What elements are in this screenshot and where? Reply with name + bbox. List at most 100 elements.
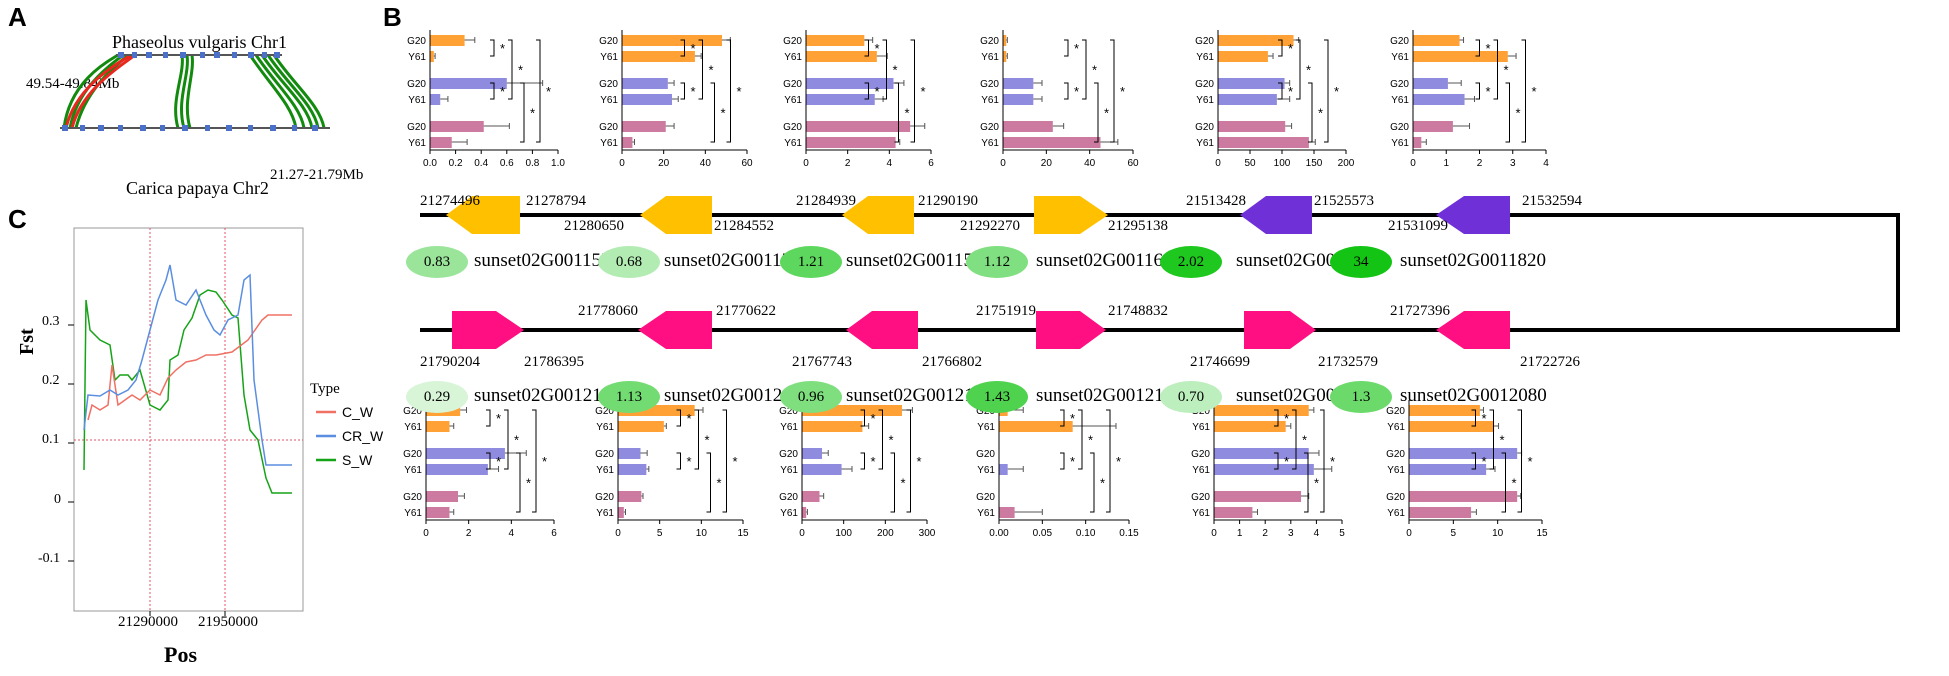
gene-score-badge: 1.43: [966, 381, 1028, 413]
top-chart-5-significance-bracket: [1278, 82, 1283, 100]
bottom-chart-5-significance-star: *: [1314, 476, 1319, 491]
top-chart-1-group-label: Y61: [408, 52, 426, 63]
bottom-chart-1-tick-label: 4: [509, 528, 515, 539]
bottom-chart-6-significance-bracket: [1501, 452, 1506, 513]
top-chart-5-significance-star: *: [1288, 84, 1293, 99]
top-chart-4-significance-bracket: [1082, 39, 1087, 100]
bottom-chart-5-significance-star: *: [1330, 454, 1335, 469]
top-chart-4-bar: [1003, 94, 1034, 105]
synteny-link: [185, 54, 194, 129]
gene-start: 21274496: [420, 193, 480, 209]
top-chart-6-group-label: G20: [1390, 36, 1409, 47]
top-chart-4-bar: [1003, 78, 1034, 89]
bottom-chart-1-tick-label: 6: [551, 528, 557, 539]
top-chart-5-group-label: G20: [1195, 79, 1214, 90]
top-chart-2-significance-star: *: [721, 106, 726, 121]
top-chart-6-significance-bracket: [1521, 39, 1526, 143]
top-chart-3-group-label: G20: [783, 79, 802, 90]
gene-start: 21727396: [1390, 303, 1450, 319]
top-chart-5-group-label: Y61: [1196, 95, 1214, 106]
top-chart-5-bar: [1218, 78, 1285, 89]
bottom-chart-4-tick-label: 0.10: [1076, 528, 1096, 539]
bottom-chart-6-tick-label: 0: [1406, 528, 1412, 539]
top-chart-5-tick-label: 50: [1244, 158, 1256, 169]
top-chart-4-significance-bracket: [1064, 82, 1069, 100]
gene-score-badge: 1.13: [598, 381, 660, 413]
bottom-chart-2-group-label: Y61: [596, 508, 614, 519]
top-chart-1-significance-star: *: [500, 41, 505, 56]
gene-start: 21531099: [1388, 218, 1448, 234]
top-chart-5-group-label: Y61: [1196, 52, 1214, 63]
top-chart-6-bar: [1413, 78, 1448, 89]
top-chart-4-tick-label: 40: [1084, 158, 1096, 169]
bottom-chart-5-bar: [1214, 491, 1302, 502]
bottom-chart-1-significance-star: *: [496, 411, 501, 426]
bottom-chart-5-bar: [1214, 405, 1309, 416]
bottom-chart-4-significance-bracket: [1060, 452, 1065, 470]
top-chart-1-group-label: Y61: [408, 138, 426, 149]
bottom-chart-4-tick-label: 0.05: [1033, 528, 1053, 539]
fst-ytick: 0: [54, 492, 61, 507]
bottom-chart-5-significance-bracket: [1292, 409, 1297, 470]
bottom-chart-3-group-label: Y61: [780, 508, 798, 519]
gene-score-badge: 1.3: [1330, 381, 1392, 413]
top-chart-3-significance-star: *: [875, 84, 880, 99]
bottom-chart-5-significance-star: *: [1302, 433, 1307, 448]
bottom-chart-1-bar: [426, 491, 458, 502]
top-chart-3-bar: [806, 51, 877, 62]
gene-end: 21732579: [1318, 354, 1378, 370]
gene-end: 21722726: [1520, 354, 1580, 370]
gene-arrow: [1240, 196, 1312, 234]
bottom-chart-1-group-label: Y61: [404, 465, 422, 476]
bottom-chart-2-group-label: G20: [595, 449, 614, 460]
bottom-chart-2-significance-bracket: [706, 452, 711, 513]
top-chart-6-significance-bracket: [1493, 39, 1498, 100]
bottom-chart-5-bar: [1214, 507, 1253, 518]
top-chart-3-group-label: Y61: [784, 138, 802, 149]
bottom-chart-3-significance-bracket: [906, 409, 911, 513]
top-chart-2-significance-bracket: [680, 82, 685, 100]
gene-score-badge: 2.02: [1160, 246, 1222, 278]
top-chart-3-bar: [806, 94, 875, 105]
top-chart-1-significance-star: *: [530, 106, 535, 121]
bottom-chart-2-tick-label: 5: [657, 528, 663, 539]
bottom-chart-3-group-label: G20: [779, 492, 798, 503]
top-chart-5-significance-star: *: [1334, 84, 1339, 99]
bottom-chart-6-significance-bracket: [1471, 452, 1476, 470]
panel-label-b: B: [383, 2, 402, 32]
top-chart-1-significance-star: *: [546, 84, 551, 99]
bottom-chart-1-tick-label: 2: [466, 528, 472, 539]
top-chart-1-significance-star: *: [518, 63, 523, 78]
top-chart-2-significance-bracket: [726, 39, 731, 143]
bottom-chart-5-tick-label: 0: [1211, 528, 1217, 539]
gene-start: 21292270: [960, 218, 1020, 234]
bottom-chart-6-significance-star: *: [1528, 454, 1533, 469]
fst-series-s-w: [83, 289, 292, 494]
bottom-chart-1-significance-star: *: [496, 454, 501, 469]
bottom-chart-5-significance-star: *: [1284, 411, 1289, 426]
bottom-chart-1-group-label: Y61: [404, 422, 422, 433]
top-chart-4-significance-bracket: [1094, 82, 1099, 143]
top-chart-4-significance-star: *: [1120, 84, 1125, 99]
top-chart-1-bar: [430, 121, 484, 132]
bottom-chart-4-significance-bracket: [1090, 452, 1095, 513]
bottom-chart-4-group-label: Y61: [977, 465, 995, 476]
gene-start: 21767743: [792, 354, 852, 370]
bottom-chart-4-group-label: Y61: [977, 422, 995, 433]
bottom-chart-5-bar: [1214, 448, 1309, 459]
bottom-chart-6-significance-star: *: [1482, 454, 1487, 469]
top-chart-4-bar: [1003, 51, 1007, 62]
top-chart-5-significance-bracket: [1296, 39, 1301, 100]
bottom-chart-5-tick-label: 2: [1262, 528, 1268, 539]
bottom-chart-3-significance-star: *: [889, 433, 894, 448]
bottom-chart-1-significance-bracket: [516, 452, 521, 513]
bottom-chart-6-significance-bracket: [1471, 409, 1476, 427]
bottom-chart-4-significance-bracket: [1106, 409, 1111, 513]
bottom-chart-5-tick-label: 3: [1288, 528, 1294, 539]
bottom-chart-6-group-label: G20: [1386, 449, 1405, 460]
top-chart-5-group-label: Y61: [1196, 138, 1214, 149]
gene-name: sunset02G0011590: [846, 250, 993, 271]
synteny-link: [254, 54, 306, 129]
